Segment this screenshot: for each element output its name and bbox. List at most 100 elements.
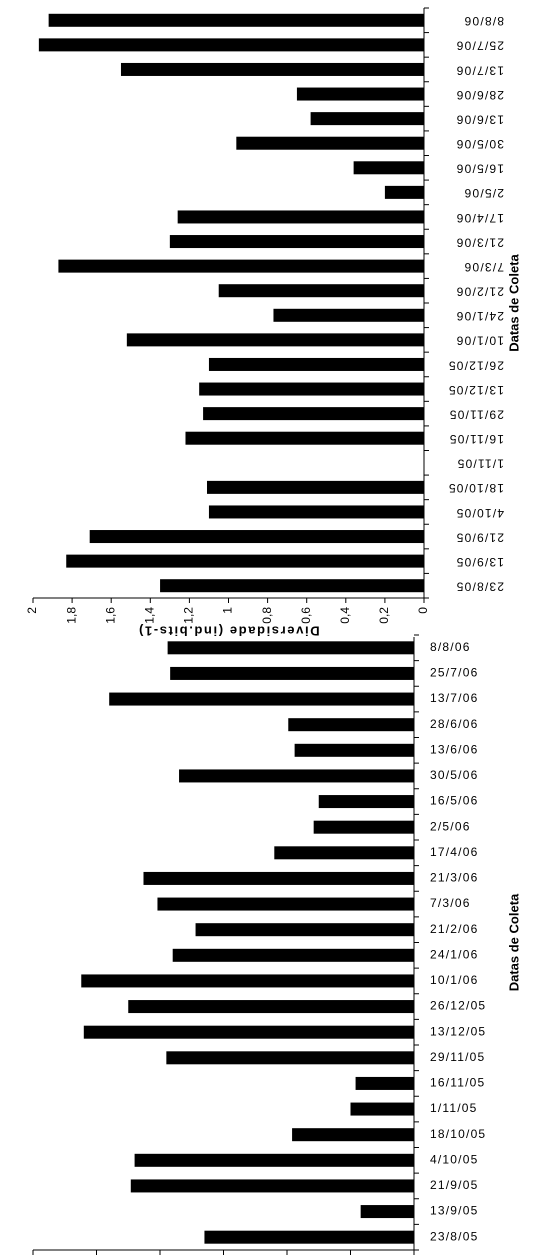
category-tick-label: 24/1/06 bbox=[430, 947, 478, 961]
category-tick-label: 21/2/06 bbox=[456, 285, 504, 299]
bar-16-11-05 bbox=[185, 431, 424, 445]
category-tick-label: 17/4/06 bbox=[456, 211, 504, 225]
bar-13-7-06 bbox=[109, 692, 414, 706]
category-tick-label: 30/5/06 bbox=[456, 137, 504, 151]
category-tick-label: 30/5/06 bbox=[430, 768, 478, 782]
bar-21-9-05 bbox=[130, 1179, 415, 1193]
bar-13-6-06 bbox=[310, 112, 424, 126]
category-tick-label: 29/11/05 bbox=[449, 407, 504, 421]
category-tick-label: 21/3/06 bbox=[430, 871, 478, 885]
category-tick-label: 2/5/06 bbox=[463, 186, 504, 200]
category-tick-label: 17/4/06 bbox=[430, 845, 478, 859]
category-axis-title: Datas de Coleta bbox=[506, 253, 521, 351]
bar-26-12-05 bbox=[128, 1000, 414, 1014]
category-tick-label: 26/12/05 bbox=[430, 999, 486, 1013]
bar-16-5-06 bbox=[353, 161, 424, 175]
category-tick-label: 25/7/06 bbox=[430, 666, 478, 680]
value-tick-label: 0,8 bbox=[260, 607, 274, 624]
bar-21-9-05 bbox=[89, 530, 424, 544]
bar-21-2-06 bbox=[195, 923, 414, 937]
category-tick-label: 16/11/05 bbox=[430, 1076, 485, 1090]
bar-17-4-06 bbox=[177, 210, 424, 224]
bar-7-3-06 bbox=[58, 259, 424, 273]
category-tick-label: 13/7/06 bbox=[430, 691, 478, 705]
value-tick-label: 2 bbox=[25, 607, 39, 614]
bar-28-6-06 bbox=[288, 718, 414, 732]
bar-16-5-06 bbox=[318, 795, 414, 809]
value-tick-label: 1,6 bbox=[103, 607, 117, 624]
category-axis-title: Datas de Coleta bbox=[506, 893, 521, 991]
value-tick-label: 0,4 bbox=[338, 607, 352, 624]
bar-25-7-06 bbox=[170, 666, 414, 680]
bar-1-11-05 bbox=[350, 1102, 414, 1116]
value-tick-label: 0,2 bbox=[377, 607, 391, 624]
bar-21-3-06 bbox=[169, 235, 424, 249]
category-tick-label: 21/9/05 bbox=[456, 530, 504, 544]
chart-right-diversity-by-date: 23/8/05 13/9/05 21/9/05 4/10/05 18/10/05 1/11… bbox=[25, 7, 521, 639]
bar-18-10-05 bbox=[206, 480, 424, 494]
bar-23-8-05 bbox=[160, 579, 424, 593]
category-tick-label: 13/6/06 bbox=[456, 112, 504, 126]
bar-17-4-06 bbox=[274, 846, 414, 860]
category-tick-label: 2/5/06 bbox=[430, 819, 471, 833]
bar-23-8-05 bbox=[204, 1230, 414, 1244]
bar-4-10-05 bbox=[208, 505, 424, 519]
category-tick-label: 16/5/06 bbox=[430, 794, 478, 808]
bar-4-10-05 bbox=[134, 1153, 414, 1167]
category-tick-label: 4/10/05 bbox=[456, 506, 504, 520]
bar-29-11-05 bbox=[203, 407, 424, 421]
category-tick-label: 23/8/05 bbox=[430, 1229, 478, 1243]
category-tick-label: 4/10/05 bbox=[430, 1152, 478, 1166]
category-tick-label: 1/11/05 bbox=[430, 1101, 478, 1115]
category-tick-label: 21/9/05 bbox=[430, 1178, 478, 1192]
category-tick-label: 18/10/05 bbox=[448, 481, 504, 495]
category-tick-label: 13/9/05 bbox=[456, 555, 504, 569]
value-tick-label: 1,4 bbox=[142, 607, 156, 624]
bar-13-9-05 bbox=[66, 554, 425, 568]
category-tick-label: 25/7/06 bbox=[456, 39, 504, 53]
bar-16-11-05 bbox=[355, 1076, 414, 1090]
category-tick-label: 7/3/06 bbox=[430, 896, 471, 910]
category-tick-label: 23/8/05 bbox=[456, 580, 504, 594]
bar-24-1-06 bbox=[172, 948, 414, 962]
category-tick-label: 13/12/05 bbox=[430, 1024, 486, 1038]
category-tick-label: 13/6/06 bbox=[430, 742, 478, 756]
category-tick-label: 8/8/06 bbox=[463, 14, 504, 28]
value-tick-label: 0,6 bbox=[299, 607, 313, 624]
category-tick-label: 21/3/06 bbox=[456, 235, 504, 249]
category-tick-label: 16/5/06 bbox=[456, 162, 504, 176]
bar-26-12-05 bbox=[208, 357, 424, 371]
category-tick-label: 26/12/05 bbox=[448, 358, 504, 372]
category-tick-label: 8/8/06 bbox=[430, 640, 471, 654]
bar-21-3-06 bbox=[143, 871, 415, 885]
bar-28-6-06 bbox=[296, 87, 424, 101]
bar-8-8-06 bbox=[167, 641, 414, 655]
bar-2-5-06 bbox=[313, 820, 414, 834]
bar-18-10-05 bbox=[292, 1128, 414, 1142]
bar-24-1-06 bbox=[273, 308, 424, 322]
bar-30-5-06 bbox=[179, 769, 414, 783]
bar-7-3-06 bbox=[157, 897, 414, 911]
bar-10-1-06 bbox=[126, 333, 424, 347]
value-tick-label: 1,8 bbox=[64, 607, 78, 624]
category-tick-label: 16/11/05 bbox=[449, 432, 504, 446]
value-tick-label: 0 bbox=[416, 607, 430, 614]
category-tick-label: 7/3/06 bbox=[463, 260, 504, 274]
category-tick-label: 13/9/05 bbox=[430, 1204, 478, 1218]
bar-8-8-06 bbox=[48, 13, 424, 27]
category-tick-label: 13/12/05 bbox=[448, 383, 504, 397]
category-tick-label: 13/7/06 bbox=[456, 63, 504, 77]
bar-21-2-06 bbox=[218, 284, 424, 298]
bar-29-11-05 bbox=[166, 1051, 414, 1065]
value-tick-label: 1 bbox=[221, 607, 235, 614]
category-tick-label: 21/2/06 bbox=[430, 922, 478, 936]
category-tick-label: 29/11/05 bbox=[430, 1050, 485, 1064]
category-tick-label: 28/6/06 bbox=[430, 717, 478, 731]
value-tick-label: 1,2 bbox=[182, 607, 196, 624]
bar-13-12-05 bbox=[83, 1025, 415, 1039]
bar-13-9-05 bbox=[360, 1205, 414, 1219]
bar-2-5-06 bbox=[384, 185, 424, 199]
bar-30-5-06 bbox=[236, 136, 424, 150]
bar-13-7-06 bbox=[120, 62, 424, 76]
